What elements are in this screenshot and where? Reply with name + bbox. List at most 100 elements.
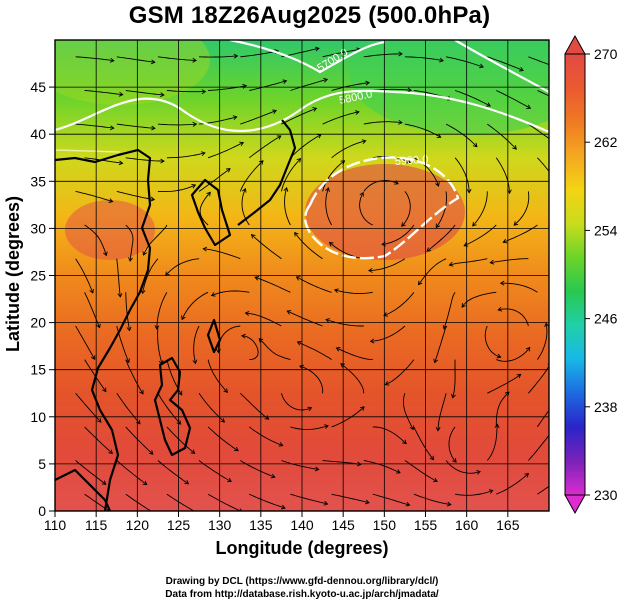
streamline-arrowhead [295,276,301,281]
streamline [334,289,373,294]
x-tick-label: 120 [126,517,150,533]
streamline-arrowhead [258,338,264,343]
coastline-korea [190,178,232,247]
streamline-arrowhead [150,196,156,202]
x-tick-label: 155 [414,517,438,533]
streamline-arrowhead [365,80,370,86]
streamline-arrowhead [276,135,282,140]
streamline-arrowhead [142,251,147,256]
streamline [75,123,114,129]
streamline-arrowhead [181,315,186,321]
streamline [299,365,324,394]
streamline [418,258,447,285]
streamline [207,142,244,159]
y-tick-label: 5 [38,456,46,472]
streamline-arrowhead [433,358,438,364]
streamline [142,224,168,256]
streamline-arrowhead [325,187,330,193]
streamline-arrowhead [333,288,339,294]
streamline-arrowhead [258,160,264,165]
streamline [240,50,279,58]
streamline [496,473,529,495]
streamline-arrowhead [323,500,329,506]
streamline-arrowhead [176,420,182,425]
streamline-arrowhead [254,276,260,281]
streamline-arrowhead [368,268,373,273]
streamline-arrowhead [335,347,341,352]
streamline [207,426,239,452]
streamline-arrowhead [296,341,302,346]
streamline-arrowhead [109,125,115,131]
streamline-arrowhead [177,390,183,396]
streamline-arrowhead [314,46,320,52]
streamline [297,341,332,360]
streamline [166,152,205,159]
streamline [372,88,412,91]
streamline [249,493,286,509]
streamline [249,426,283,446]
streamline [500,282,538,293]
streamline-arrowhead [96,323,101,329]
streamline-arrowhead [446,501,452,507]
streamline-arrowhead [488,489,494,494]
streamline [207,359,228,393]
streamline [413,493,451,506]
streamline [239,160,264,192]
streamline-arrowhead [407,87,412,93]
streamline-arrowhead [502,238,508,244]
map-grid [55,40,549,511]
streamline [363,53,402,58]
streamline-arrowhead [282,79,288,85]
streamline-arrowhead [435,182,440,187]
streamline-arrowhead [314,466,320,472]
streamline [75,56,114,62]
streamline-arrowhead [356,461,362,467]
streamline-arrowhead [148,450,154,455]
streamline [290,78,328,91]
streamline [181,291,209,320]
colorbar-tick-label: 246 [594,311,618,327]
streamline [280,393,312,411]
streamline-arrowhead [556,143,560,147]
streamline [437,393,447,431]
streamline [157,393,181,425]
streamline [528,123,549,140]
streamline [472,191,488,227]
y-tick-labels: 0 5 10 15 20 25 30 35 40 45 [30,79,46,519]
y-tick-label: 10 [30,409,46,425]
streamline-arrowhead [340,160,346,165]
streamline [401,191,411,227]
colorbar-top-arrow [564,34,586,55]
streamline [454,90,491,107]
streamline [157,460,189,485]
high-height-cell-west [65,200,155,260]
streamline [207,493,242,511]
colorbar-tick-label: 238 [594,399,618,415]
streamline [368,258,406,272]
streamline [281,107,317,125]
streamline-arrowhead [401,222,406,227]
streamline-arrowhead [160,92,165,98]
streamline [287,310,323,327]
streamline [446,56,484,68]
streamline [157,56,197,61]
streamline-arrowhead [206,191,211,197]
streamline [116,393,141,425]
credit-drawing: Drawing by DCL (https://www.gfd-dennou.o… [165,576,439,587]
streamline-arrowhead [112,512,116,516]
streamline-arrowhead [409,425,414,431]
streamline-arrowhead [118,160,124,166]
streamline-arrowhead [126,326,132,332]
streamline-arrowhead [516,373,522,379]
streamline [294,232,323,260]
streamline-arrowhead [486,102,491,107]
streamline [382,224,415,245]
streamline-arrowhead [354,110,360,115]
streamline [322,48,361,58]
streamline [249,135,282,159]
streamline [251,234,282,260]
streamline [455,489,493,496]
streamline-arrowhead [128,257,133,262]
streamline [449,258,488,266]
